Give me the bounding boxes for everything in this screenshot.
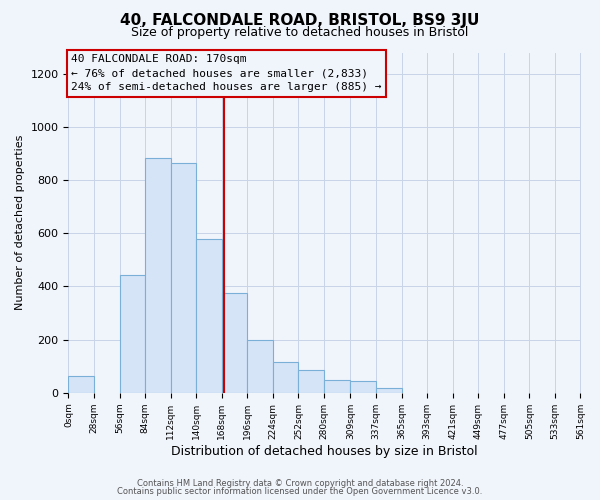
Bar <box>196 238 222 393</box>
Text: 40 FALCONDALE ROAD: 170sqm
← 76% of detached houses are smaller (2,833)
24% of s: 40 FALCONDALE ROAD: 170sqm ← 76% of deta… <box>71 54 382 92</box>
Bar <box>350 381 376 393</box>
Text: Contains public sector information licensed under the Open Government Licence v3: Contains public sector information licen… <box>118 487 482 496</box>
Text: Contains HM Land Registry data © Crown copyright and database right 2024.: Contains HM Land Registry data © Crown c… <box>137 478 463 488</box>
Y-axis label: Number of detached properties: Number of detached properties <box>15 135 25 310</box>
Bar <box>298 370 324 393</box>
Bar <box>170 163 196 393</box>
Bar <box>247 340 273 393</box>
Bar <box>68 376 94 393</box>
X-axis label: Distribution of detached houses by size in Bristol: Distribution of detached houses by size … <box>171 444 478 458</box>
Text: 40, FALCONDALE ROAD, BRISTOL, BS9 3JU: 40, FALCONDALE ROAD, BRISTOL, BS9 3JU <box>121 12 479 28</box>
Bar <box>324 380 350 393</box>
Bar <box>376 388 401 393</box>
Text: Size of property relative to detached houses in Bristol: Size of property relative to detached ho… <box>131 26 469 39</box>
Bar <box>119 274 145 393</box>
Bar <box>222 293 247 393</box>
Bar <box>273 362 298 393</box>
Bar <box>145 158 170 393</box>
